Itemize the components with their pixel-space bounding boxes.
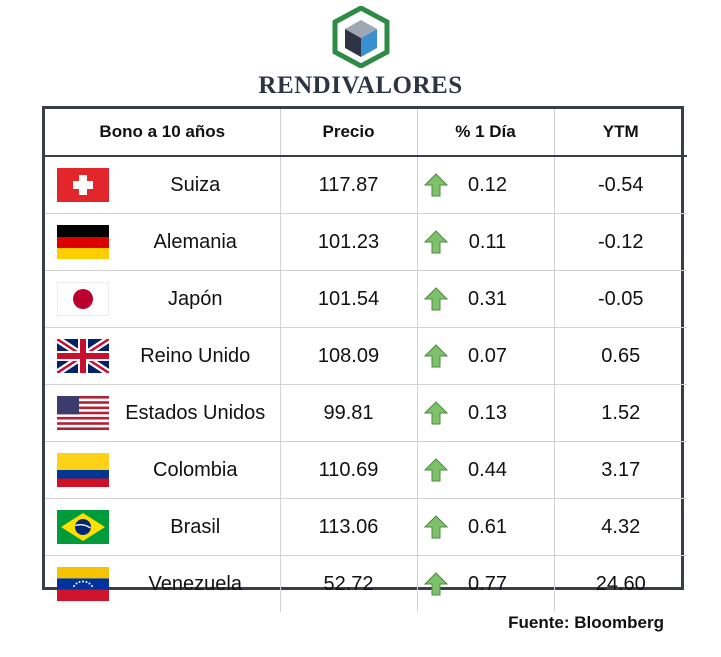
- change-cell: 0.11: [417, 213, 555, 271]
- change-cell: 0.13: [417, 384, 555, 442]
- change-cell: 0.07: [417, 327, 555, 385]
- ytm-cell: 1.52: [554, 384, 687, 442]
- arrow-up-icon: [423, 173, 448, 197]
- header-price: Precio: [280, 109, 418, 157]
- country-cell: Brasil: [45, 498, 281, 556]
- country-cell: Alemania: [45, 213, 281, 271]
- price-cell: 113.06: [280, 498, 418, 556]
- colombia-flag-icon: [57, 453, 109, 487]
- table-row: Brasil 113.06 0.61 4.32: [45, 498, 687, 556]
- change-cell: 0.31: [417, 270, 555, 328]
- table-row: Reino Unido 108.09 0.07 0.65: [45, 327, 687, 385]
- table-row: Estados Unidos 99.81 0.13 1.52: [45, 384, 687, 442]
- price-cell: 101.23: [280, 213, 418, 271]
- united-kingdom-flag-icon: [57, 339, 109, 373]
- change-value: 0.77: [468, 572, 507, 595]
- country-cell: Reino Unido: [45, 327, 281, 385]
- arrow-up-icon: [423, 515, 448, 539]
- country-name: Reino Unido: [140, 344, 251, 367]
- ytm-cell: 24.60: [595, 572, 646, 595]
- change-value: 0.61: [468, 515, 507, 538]
- arrow-up-icon: [423, 572, 448, 596]
- change-value: 0.07: [468, 344, 507, 367]
- country-name: Alemania: [153, 230, 237, 253]
- arrow-up-icon: [423, 230, 448, 254]
- ytm-cell: -0.12: [554, 213, 687, 271]
- table-row: Colombia 110.69 0.44 3.17: [45, 441, 687, 499]
- country-name: Japón: [168, 287, 223, 310]
- table-row: Venezuela 52.72 0.77 24.60: [45, 555, 687, 612]
- price-cell: 101.54: [280, 270, 418, 328]
- country-name: Suiza: [170, 173, 221, 196]
- venezuela-flag-icon: [57, 567, 109, 601]
- switzerland-flag-icon: [57, 168, 109, 202]
- change-cell: 0.44: [417, 441, 555, 499]
- country-cell: Japón: [45, 270, 281, 328]
- country-name: Brasil: [170, 515, 221, 538]
- table-row: Alemania 101.23 0.11 -0.12: [45, 213, 687, 271]
- cube-hexagon-logo-icon: [332, 6, 389, 68]
- arrow-up-icon: [423, 344, 448, 368]
- germany-flag-icon: [57, 225, 109, 259]
- source-note: Fuente: Bloomberg: [508, 613, 664, 632]
- ytm-cell: -0.54: [554, 156, 687, 214]
- change-value: 0.12: [468, 173, 507, 196]
- bond-table: Bono a 10 años Precio % 1 Día YTM Suiza …: [45, 109, 687, 612]
- country-cell: Estados Unidos: [45, 384, 281, 442]
- arrow-up-icon: [423, 401, 448, 425]
- country-cell: Colombia: [45, 441, 281, 499]
- change-cell: 0.12: [417, 156, 555, 214]
- bond-table-container: Bono a 10 años Precio % 1 Día YTM Suiza …: [42, 106, 687, 612]
- price-cell: 117.87: [280, 156, 418, 214]
- change-value: 0.11: [468, 230, 507, 253]
- brand-name: RENDIVALORES: [258, 72, 463, 99]
- brand-logo: RENDIVALORES: [0, 6, 721, 100]
- united-states-flag-icon: [57, 396, 109, 430]
- ytm-cell: -0.05: [554, 270, 687, 328]
- price-cell: 108.09: [280, 327, 418, 385]
- change-value: 0.44: [468, 458, 507, 481]
- country-name: Estados Unidos: [125, 401, 266, 424]
- country-cell: Venezuela: [45, 555, 281, 612]
- change-cell: 0.77: [417, 555, 555, 612]
- table-row: Japón 101.54 0.31 -0.05: [45, 270, 687, 328]
- price-cell: 99.81: [280, 384, 418, 442]
- japan-flag-icon: [57, 282, 109, 316]
- table-row: Suiza 117.87 0.12 -0.54: [45, 156, 687, 214]
- table-header-row: Bono a 10 años Precio % 1 Día YTM: [45, 109, 687, 157]
- ytm-cell: 0.65: [554, 327, 687, 385]
- country-cell: Suiza: [45, 156, 281, 214]
- ytm-cell: 4.32: [554, 498, 687, 556]
- price-cell: 52.72: [280, 555, 418, 612]
- ytm-cell: 3.17: [554, 441, 687, 499]
- brazil-flag-icon: [57, 510, 109, 544]
- country-name: Colombia: [153, 458, 238, 481]
- header-bond: Bono a 10 años: [45, 109, 281, 157]
- country-name: Venezuela: [148, 572, 242, 595]
- header-ytm: YTM: [554, 109, 687, 157]
- arrow-up-icon: [423, 458, 448, 482]
- change-cell: 0.61: [417, 498, 555, 556]
- change-value: 0.31: [468, 287, 507, 310]
- header-change: % 1 Día: [417, 109, 555, 157]
- price-cell: 110.69: [280, 441, 418, 499]
- arrow-up-icon: [423, 287, 448, 311]
- change-value: 0.13: [468, 401, 507, 424]
